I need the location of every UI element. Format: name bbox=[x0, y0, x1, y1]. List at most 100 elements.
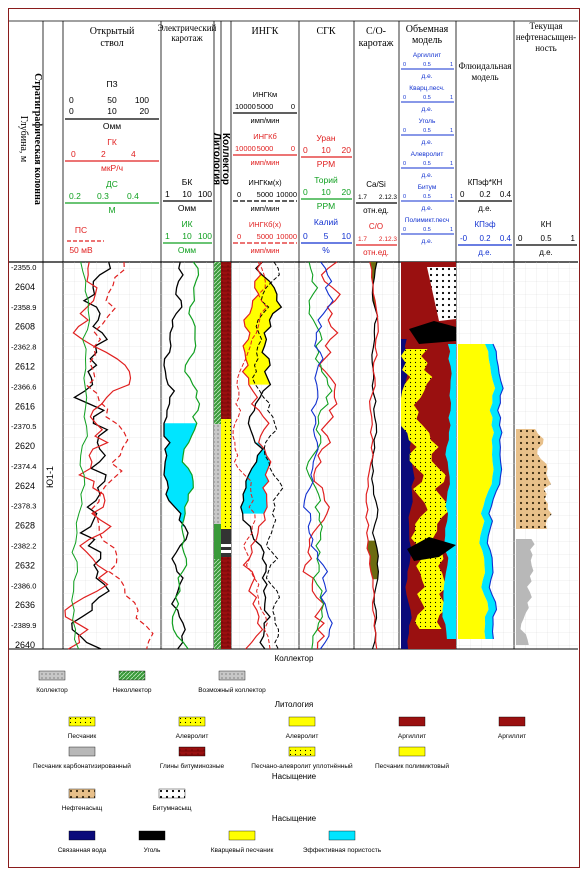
gk-tick-2: 2 bbox=[101, 149, 106, 159]
volume-coal bbox=[407, 537, 456, 561]
legend-label: Уголь bbox=[144, 847, 161, 854]
ik-tick-3: 100 bbox=[198, 231, 212, 241]
ingk-fill-cyan bbox=[240, 442, 271, 514]
fluid-curve-headers: КПэф*КН 0 0.2 0.4 д.е. КПэф -0 0.2 0.4 д… bbox=[458, 178, 577, 257]
legend-label: Кварцевый песчаник bbox=[211, 846, 274, 854]
co-unit: отн.ед. bbox=[363, 248, 389, 257]
volume-item-unit: д.е. bbox=[421, 238, 432, 245]
legend-swatch bbox=[398, 746, 426, 757]
ingkb-name: ИНГКб bbox=[253, 132, 277, 141]
bk-tick-3: 100 bbox=[198, 189, 212, 199]
kaliy-tick-2: 5 bbox=[324, 231, 329, 241]
uran-tick-3: 20 bbox=[342, 145, 352, 155]
ds-name: ДС bbox=[106, 179, 118, 189]
legend-title: Насыщение bbox=[272, 772, 317, 781]
gk-curve bbox=[64, 261, 132, 650]
ingkm-tick-3: 0 bbox=[291, 102, 295, 111]
pz-tick-3a: 100 bbox=[135, 95, 149, 105]
depth-label-item: 2624 bbox=[15, 481, 35, 491]
volume-coal-top bbox=[409, 321, 456, 344]
depth-label-item: -2389.9 bbox=[11, 621, 36, 630]
depth-label-item: -2370.5 bbox=[11, 422, 36, 431]
uran-name: Уран bbox=[316, 133, 335, 143]
pz-tick-1b: 0 bbox=[69, 106, 74, 116]
volume-item-name: Полимикт.песч bbox=[405, 217, 449, 224]
ingk-curve-headers: ИНГКм 10000 5000 0 имп/мин ИНГКб 10000 5… bbox=[233, 90, 297, 255]
volume-item-unit: д.е. bbox=[421, 172, 432, 179]
legend-swatch bbox=[68, 716, 96, 727]
volume-item-tick: 0.5 bbox=[423, 128, 431, 134]
ps-curve bbox=[86, 261, 154, 650]
depth-label-item: 2604 bbox=[15, 282, 35, 292]
pz-tick-2a: 50 bbox=[107, 95, 117, 105]
collector-column bbox=[214, 262, 221, 649]
volume-item-tick: 1 bbox=[450, 194, 453, 200]
volume-item-tick: 0 bbox=[403, 161, 406, 167]
volume-bitumen bbox=[427, 267, 456, 321]
depth-label-item: -2382.2 bbox=[11, 542, 36, 551]
legend-label: Аргиллит bbox=[398, 733, 426, 740]
co-name: С/О bbox=[369, 222, 383, 231]
kn-grey-fill bbox=[516, 539, 535, 645]
volume-item-tick: 0.5 bbox=[423, 194, 431, 200]
kn-name: КН bbox=[541, 220, 552, 229]
kaliy-tick-1: 0 bbox=[303, 231, 308, 241]
ingkbx-name: ИНГКб(х) bbox=[249, 220, 282, 229]
kpefkn-tick-1: 0 bbox=[460, 190, 465, 199]
casi-tick-1: 1.7 bbox=[358, 194, 367, 201]
volume-item-tick: 1 bbox=[450, 95, 453, 101]
ds-tick-2: 0.3 bbox=[97, 191, 109, 201]
depth-label-item: 2616 bbox=[15, 401, 35, 411]
legend-label: Аргиллит bbox=[498, 733, 526, 740]
legend-swatch bbox=[228, 830, 256, 841]
ingkbx-unit: имп/мин bbox=[251, 246, 280, 255]
toriy-tick-1: 0 bbox=[303, 187, 308, 197]
ingkmx-tick-1: 0 bbox=[237, 190, 241, 199]
col-electric-title-1: Электрический bbox=[158, 23, 217, 33]
ps-unit: 50 мВ bbox=[69, 245, 93, 255]
col-sgk-title: СГК bbox=[316, 26, 335, 37]
depth-label-item: 2632 bbox=[15, 560, 35, 570]
electric-curve-headers: БК 1 10 100 Омм ИК 1 10 100 Омм bbox=[163, 177, 212, 255]
depth-label-item: 2640 bbox=[15, 640, 35, 650]
co-curve-headers: Ca/Si 1.7 2.12.3 отн.ед. С/О 1.7 2.12.3 … bbox=[356, 180, 397, 257]
depth-label-item: 2620 bbox=[15, 441, 35, 451]
depth-label-item: 2636 bbox=[15, 600, 35, 610]
ingkbx-tick-2: 5000 bbox=[257, 232, 274, 241]
kn-tick-3: 1 bbox=[571, 234, 576, 243]
ingkbx-tick-1: 0 bbox=[237, 232, 241, 241]
gk-unit: мкР/ч bbox=[101, 163, 123, 173]
legend-label: Нефтенасыщ bbox=[62, 805, 103, 812]
volume-item-tick: 1 bbox=[450, 62, 453, 68]
depth-label-item: -2362.8 bbox=[11, 343, 36, 352]
bk-tick-2: 10 bbox=[182, 189, 192, 199]
pz-tick-3b: 20 bbox=[140, 106, 150, 116]
legend-swatch bbox=[178, 746, 206, 757]
ds-unit: М bbox=[108, 205, 115, 215]
ik-curve bbox=[171, 261, 201, 650]
volume-item-tick: 0 bbox=[403, 128, 406, 134]
pz-tick-1a: 0 bbox=[69, 95, 74, 105]
ps-name: ПС bbox=[75, 225, 87, 235]
ds-tick-3: 0.4 bbox=[127, 191, 139, 201]
volume-quartz-sand bbox=[401, 349, 450, 629]
legend: Коллектор Коллектор Неколлектор Возможный к… bbox=[33, 654, 526, 854]
col-co-title-1: С/О- bbox=[366, 26, 386, 37]
uran-unit: PPM bbox=[317, 159, 335, 169]
kaliy-tick-3: 10 bbox=[342, 231, 352, 241]
uran-curve bbox=[302, 261, 341, 650]
legend-swatch bbox=[178, 716, 206, 727]
depth-label: Глубина, м bbox=[18, 116, 29, 163]
legend-swatch bbox=[288, 716, 316, 727]
pz-curve bbox=[71, 261, 112, 650]
legend-label: Коллектор bbox=[36, 687, 68, 694]
volume-item-name: Битум bbox=[418, 184, 437, 191]
legend-swatch bbox=[288, 746, 316, 757]
volume-item-tick: 0 bbox=[403, 62, 406, 68]
legend-label: Песчаник bbox=[68, 733, 97, 740]
depth-scale: -2355.0 2604 -2358.9 2608 -2362.8 2612 -2366.6… bbox=[11, 263, 36, 650]
col-fluid-title-2: модель bbox=[471, 72, 498, 82]
depth-label-item: -2386.0 bbox=[11, 581, 36, 590]
co-fill-mid bbox=[367, 540, 379, 580]
